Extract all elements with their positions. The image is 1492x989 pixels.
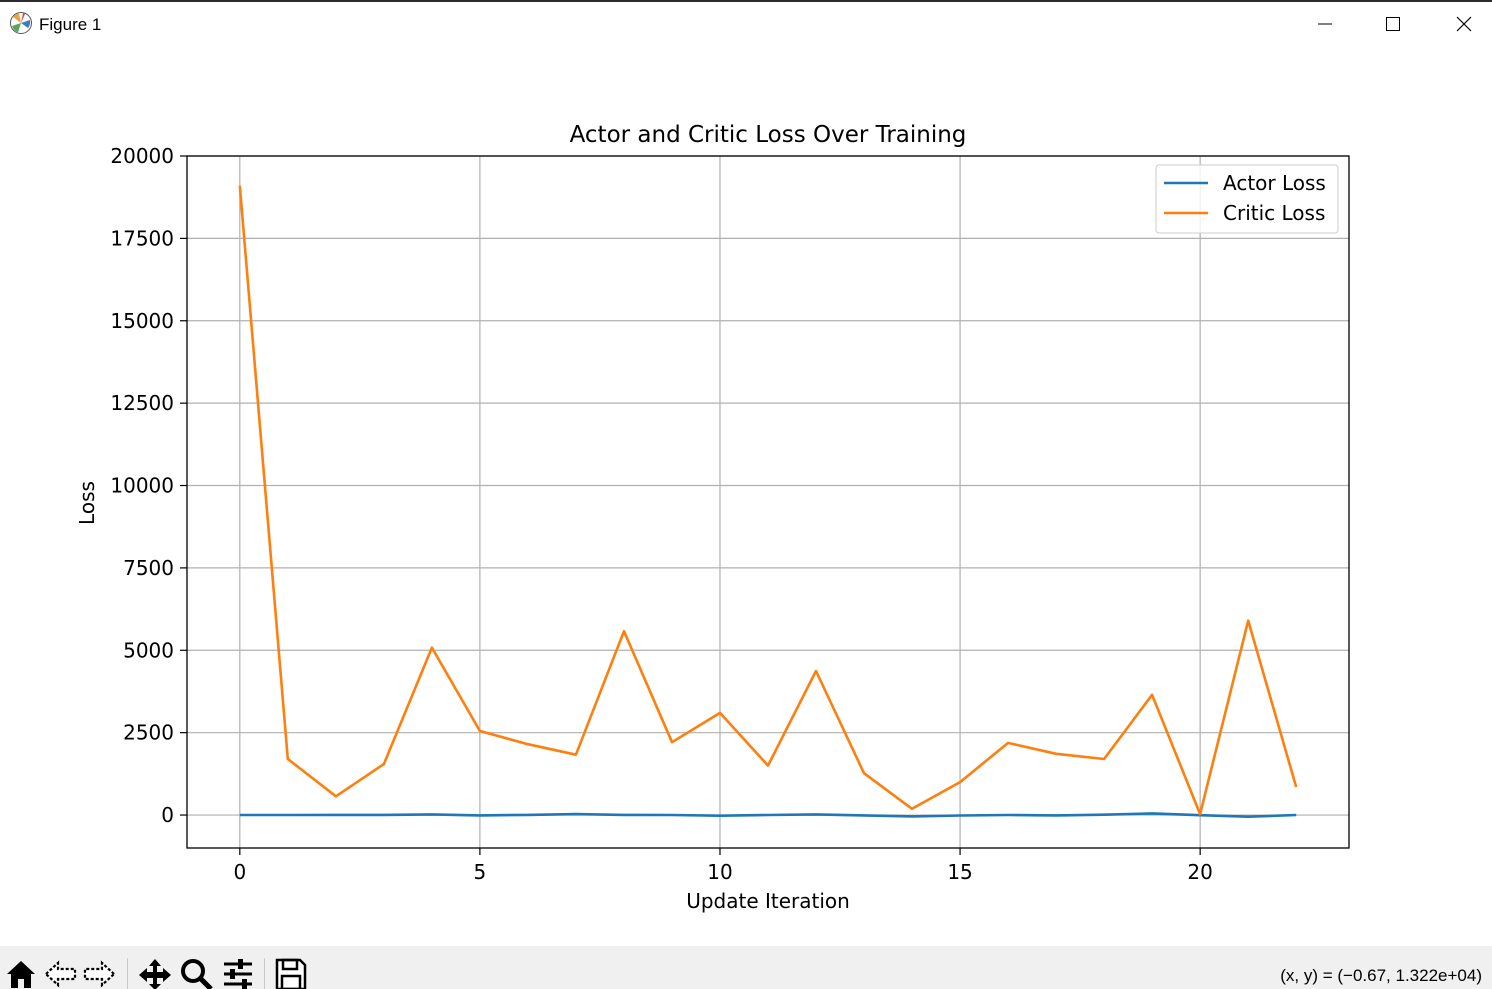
save-icon [275, 958, 307, 989]
pan-button[interactable] [136, 958, 174, 989]
toolbar-separator [264, 958, 265, 989]
series-lines [238, 185, 1298, 819]
forward-icon [83, 960, 116, 988]
legend-label: Actor Loss [1223, 171, 1326, 195]
close-icon [1456, 16, 1472, 32]
loss-chart: Actor and Critic Loss Over Training 0 5 10… [75, 122, 1350, 913]
back-icon [44, 960, 77, 988]
y-tick-label: 5000 [123, 638, 174, 662]
grid-lines [187, 155, 1349, 848]
y-tick-label: 10000 [110, 474, 174, 498]
axis-ticks: 0 5 10 15 20 0 2500 5000 7500 10000 12500 15000 1750… [110, 144, 1213, 884]
y-tick-label: 20000 [110, 144, 174, 168]
configure-subplots-icon [224, 959, 252, 989]
cursor-coordinates: (x, y) = (−0.67, 1.322e+04) [1280, 966, 1482, 985]
maximize-button[interactable] [1358, 2, 1428, 46]
plot-frame [186, 155, 1350, 849]
minimize-icon [1318, 23, 1332, 25]
window-title: Figure 1 [39, 15, 102, 34]
maximize-icon [1386, 17, 1400, 31]
chart-title: Actor and Critic Loss Over Training [570, 122, 967, 148]
x-axis-label: Update Iteration [686, 889, 850, 913]
y-axis-label: Loss [75, 481, 99, 525]
y-tick-label: 2500 [123, 721, 174, 745]
y-tick-label: 12500 [110, 391, 174, 415]
x-tick-label: 20 [1187, 860, 1212, 884]
back-button[interactable] [42, 958, 80, 989]
pan-icon [139, 959, 171, 989]
home-button[interactable] [2, 958, 40, 989]
zoom-button[interactable] [178, 958, 216, 989]
close-button[interactable] [1429, 2, 1492, 46]
y-tick-label: 7500 [123, 556, 174, 580]
home-icon [7, 961, 35, 988]
critic-loss-line [238, 185, 1298, 816]
figure-canvas[interactable]: Actor and Critic Loss Over Training 0 5 10… [0, 48, 1492, 946]
x-tick-label: 0 [233, 860, 246, 884]
x-tick-label: 15 [947, 860, 972, 884]
save-button[interactable] [272, 958, 310, 989]
y-tick-label: 17500 [110, 226, 174, 250]
minimize-button[interactable] [1290, 2, 1360, 46]
legend: Actor Loss Critic Loss [1155, 164, 1339, 234]
x-tick-label: 5 [474, 860, 487, 884]
x-tick-label: 10 [707, 860, 732, 884]
legend-label: Critic Loss [1223, 201, 1325, 225]
title-bar: Figure 1 [0, 2, 1492, 48]
matplotlib-icon [10, 12, 32, 34]
forward-button[interactable] [80, 958, 118, 989]
y-tick-label: 0 [161, 803, 174, 827]
y-tick-label: 15000 [110, 309, 174, 333]
toolbar-separator [127, 958, 128, 989]
zoom-icon [181, 959, 213, 989]
configure-subplots-button[interactable] [219, 958, 257, 989]
navigation-toolbar: (x, y) = (−0.67, 1.322e+04) [0, 946, 1492, 989]
actor-loss-line [239, 812, 1297, 819]
